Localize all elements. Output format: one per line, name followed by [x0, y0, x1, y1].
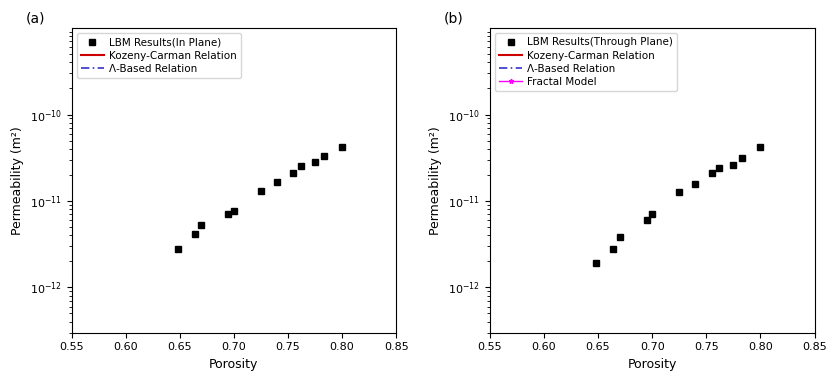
LBM Results(In Plane): [196, 223, 206, 227]
LBM Results(In Plane): [310, 160, 320, 164]
Legend: LBM Results(In Plane), Kozeny-Carman Relation, Λ-Based Relation: LBM Results(In Plane), Kozeny-Carman Rel…: [77, 33, 241, 78]
LBM Results(Through Plane): [728, 162, 738, 167]
LBM Results(Through Plane): [591, 261, 601, 265]
LBM Results(Through Plane): [691, 181, 701, 186]
LBM Results(Through Plane): [642, 218, 652, 222]
LBM Results(In Plane): [190, 231, 200, 236]
X-axis label: Porosity: Porosity: [210, 358, 259, 371]
LBM Results(In Plane): [173, 246, 183, 251]
LBM Results(Through Plane): [737, 155, 747, 160]
Text: (b): (b): [444, 11, 464, 25]
X-axis label: Porosity: Porosity: [628, 358, 677, 371]
Y-axis label: Permeability (m²): Permeability (m²): [11, 126, 24, 235]
Text: (a): (a): [26, 11, 45, 25]
LBM Results(In Plane): [296, 164, 306, 169]
LBM Results(Through Plane): [755, 145, 765, 150]
LBM Results(Through Plane): [647, 212, 657, 216]
LBM Results(Through Plane): [608, 246, 618, 251]
LBM Results(Through Plane): [675, 190, 685, 194]
LBM Results(In Plane): [288, 171, 298, 176]
Line: LBM Results(Through Plane): LBM Results(Through Plane): [592, 144, 763, 266]
LBM Results(In Plane): [272, 180, 282, 184]
LBM Results(In Plane): [337, 145, 347, 150]
Line: LBM Results(In Plane): LBM Results(In Plane): [174, 144, 345, 252]
LBM Results(Through Plane): [614, 235, 624, 240]
Legend: LBM Results(Through Plane), Kozeny-Carman Relation, Λ-Based Relation, Fractal Mo: LBM Results(Through Plane), Kozeny-Carma…: [495, 33, 677, 91]
LBM Results(In Plane): [318, 154, 328, 158]
LBM Results(In Plane): [256, 188, 266, 193]
Y-axis label: Permeability (m²): Permeability (m²): [429, 126, 442, 235]
LBM Results(Through Plane): [714, 166, 724, 170]
LBM Results(Through Plane): [706, 171, 716, 176]
LBM Results(In Plane): [224, 212, 234, 216]
LBM Results(In Plane): [229, 209, 239, 214]
